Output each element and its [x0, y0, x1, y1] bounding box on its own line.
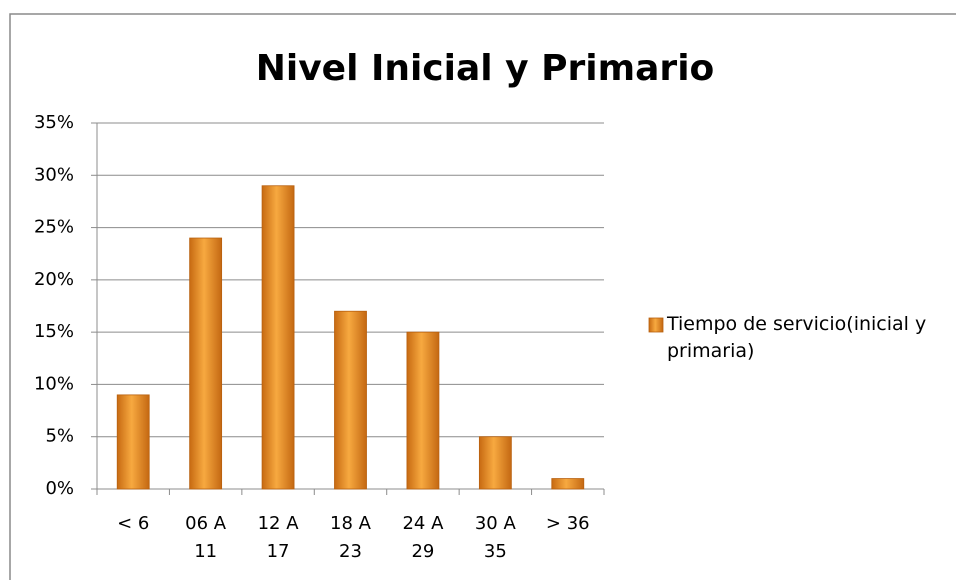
- bar: [334, 310, 367, 490]
- x-tick-label: > 36: [545, 513, 590, 534]
- x-tick-label: 30 A 35: [474, 513, 516, 562]
- x-tick-label: < 6: [117, 513, 150, 534]
- y-tick-label: 30%: [34, 164, 74, 185]
- x-tick-label: 18 A 23: [330, 513, 371, 562]
- bar: [116, 394, 150, 490]
- bar: [551, 478, 585, 490]
- y-tick-label: 35%: [34, 112, 74, 133]
- y-tick-label: 25%: [34, 217, 74, 238]
- x-tick-label: 24 A 29: [402, 513, 444, 562]
- y-tick-label: 20%: [34, 269, 74, 290]
- y-tick-label: 5%: [45, 426, 74, 447]
- y-tick-label: 10%: [34, 373, 74, 394]
- legend-marker: [648, 317, 664, 333]
- legend-label: Tiempo de servicio(inicial y primaria): [667, 313, 927, 362]
- x-tick-label: 12 A 17: [257, 513, 299, 562]
- bar: [189, 237, 223, 490]
- bar: [406, 331, 440, 490]
- bar: [261, 185, 295, 490]
- chart-border: [9, 13, 956, 580]
- chart-title: Nivel Inicial y Primario: [256, 48, 715, 89]
- y-tick-label: 15%: [34, 321, 74, 342]
- bar: [478, 436, 512, 490]
- y-tick-label: 0%: [45, 478, 74, 499]
- x-tick-label: 06 A 11: [185, 513, 227, 562]
